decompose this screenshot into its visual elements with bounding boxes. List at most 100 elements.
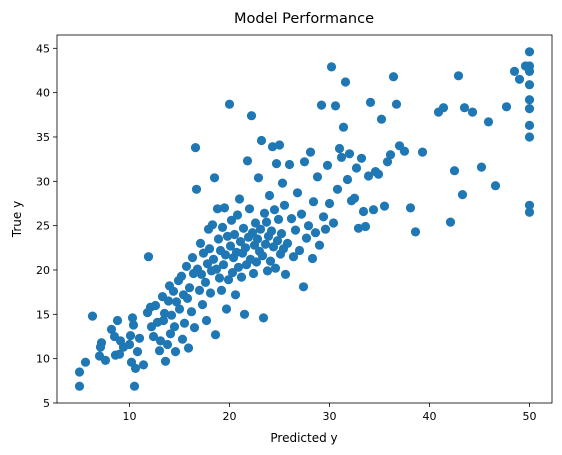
scatter-point	[201, 315, 212, 326]
scatter-point	[385, 150, 396, 160]
scatter-point	[259, 208, 270, 218]
scatter-point	[322, 160, 333, 170]
scatter-point	[246, 111, 257, 121]
scatter-point	[174, 304, 185, 314]
scatter-point	[128, 320, 139, 330]
x-tick-label: 30	[323, 410, 337, 423]
scatter-point	[353, 223, 364, 233]
scatter-point	[252, 234, 263, 244]
scatter-point	[169, 322, 180, 332]
scatter-point	[238, 223, 249, 233]
scatter-point	[351, 163, 362, 173]
scatter-point	[483, 117, 494, 127]
scatter-point	[274, 140, 285, 150]
scatter-point	[360, 221, 371, 232]
scatter-point	[106, 324, 117, 334]
scatter-point	[230, 290, 241, 300]
scatter-point	[260, 239, 271, 249]
x-tick-label: 40	[423, 410, 437, 423]
scatter-point	[184, 283, 195, 293]
scatter-point	[312, 172, 323, 182]
scatter-point	[224, 99, 235, 109]
x-axis: 10 20 30 40 50	[123, 403, 537, 423]
scatter-point	[417, 147, 428, 157]
y-tick-label: 25	[36, 220, 50, 233]
scatter-point	[212, 204, 223, 214]
scatter-point	[453, 71, 464, 81]
scatter-point	[196, 269, 207, 279]
scatter-point	[336, 152, 347, 162]
scatter-point	[170, 347, 181, 357]
scatter-point	[303, 221, 314, 231]
scatter-point	[223, 275, 234, 285]
scatter-point	[256, 135, 267, 146]
scatter-point	[168, 286, 179, 296]
scatter-point	[200, 277, 211, 287]
scatter-point	[310, 228, 321, 238]
scatter-point	[189, 323, 200, 333]
scatter-point	[501, 102, 512, 112]
scatter-point	[235, 237, 246, 247]
scatter-point	[271, 159, 282, 169]
scatter-point	[112, 315, 123, 326]
scatter-point	[265, 256, 276, 266]
x-axis-label: Predicted y	[270, 431, 337, 445]
y-tick-label: 15	[36, 308, 50, 321]
y-tick-label: 45	[36, 42, 50, 55]
scatter-point	[326, 62, 337, 72]
scatter-point	[250, 218, 261, 228]
scatter-point	[449, 166, 460, 176]
scatter-point	[270, 263, 281, 273]
scatter-point	[227, 268, 238, 278]
scatter-point	[388, 72, 399, 82]
scatter-point	[318, 212, 329, 222]
scatter-point	[209, 173, 220, 183]
scatter-point	[314, 240, 325, 250]
scatter-point	[338, 122, 349, 132]
scatter-point	[190, 143, 201, 153]
scatter-point	[405, 203, 416, 213]
scatter-point	[373, 169, 384, 179]
scatter-point	[324, 198, 335, 209]
scatter-point	[129, 381, 140, 391]
scatter-point	[160, 356, 171, 366]
scatter-point	[382, 157, 393, 167]
scatter-point	[301, 233, 312, 243]
scatter-point	[279, 200, 290, 210]
scatter-point	[207, 220, 218, 230]
scatter-point	[290, 225, 301, 235]
scatter-point	[277, 178, 288, 188]
scatter-point	[288, 252, 299, 262]
scatter-point	[216, 285, 227, 295]
y-tick-label: 30	[36, 175, 50, 188]
scatter-point	[524, 207, 535, 217]
scatter-point	[344, 149, 355, 159]
scatter-point	[524, 61, 535, 71]
scatter-point	[182, 293, 193, 303]
scatter-point	[218, 260, 229, 270]
scatter-point	[179, 318, 190, 328]
scatter-point	[127, 313, 138, 323]
x-tick-label: 10	[123, 410, 137, 423]
scatter-point	[187, 253, 198, 263]
chart-title: Model Performance	[234, 11, 374, 27]
scatter-point	[165, 329, 176, 339]
scatter-point	[365, 97, 376, 107]
scatter-point	[244, 204, 255, 214]
scatter-point	[213, 234, 224, 244]
scatter-point	[239, 309, 250, 319]
scatter-point	[240, 243, 251, 253]
scatter-point	[524, 132, 535, 142]
scatter-point	[242, 156, 253, 166]
scatter-point	[296, 209, 307, 219]
scatter-point	[284, 159, 295, 170]
scatter-point	[524, 95, 535, 105]
scatter-point	[255, 224, 266, 234]
scatter-point	[280, 269, 291, 279]
scatter-point	[391, 99, 402, 109]
scatter-point	[438, 103, 449, 113]
scatter-point	[171, 297, 182, 307]
scatter-point	[307, 253, 318, 264]
scatter-point	[191, 184, 202, 194]
scatter-point	[211, 264, 222, 274]
